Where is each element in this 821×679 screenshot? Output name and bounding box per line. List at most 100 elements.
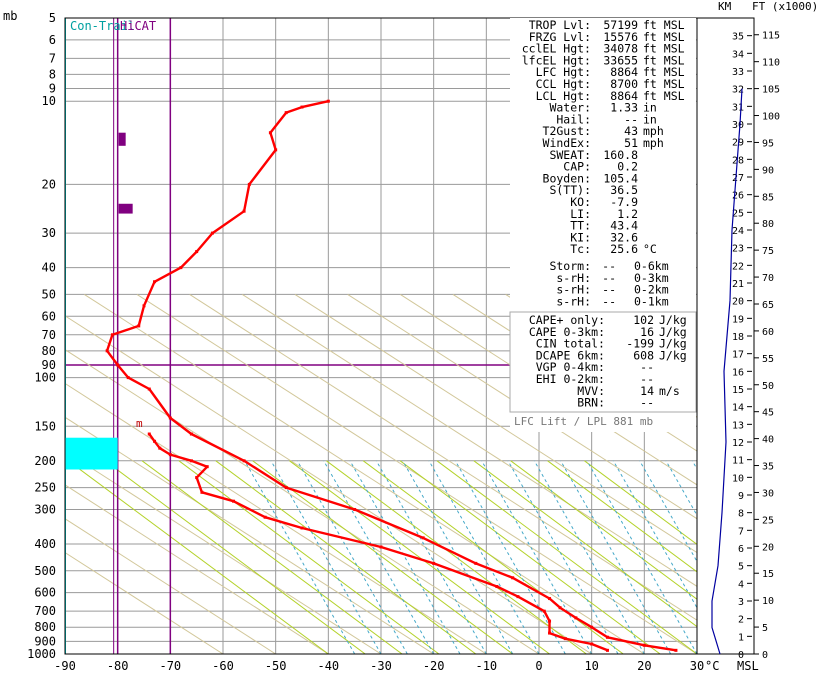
sounding-point [263,515,267,519]
sounding-point [300,105,304,109]
sounding-point [195,476,199,480]
pressure-tick-label: 500 [34,564,56,578]
km-tick-label: 5 [738,562,744,573]
ft-tick-label: 35 [762,462,774,473]
dry-adiabat-line [347,293,697,520]
pressure-tick-label: 900 [34,634,56,648]
sounding-point [548,597,552,601]
hicat-zone-block [118,203,133,214]
energy-label: EHI 0-2km: [536,372,605,386]
dry-adiabat-line [65,349,540,654]
sounding-traces [105,99,678,652]
km-tick-label: 10 [732,473,744,484]
index-label: KI: [570,230,591,244]
moist-adiabat-line [215,460,477,654]
moist-adiabat-line [141,460,403,654]
helicity-value: -- [602,283,616,297]
sounding-point [495,585,499,589]
pressure-tick-label: 800 [34,620,56,634]
km-tick-label: 17 [732,350,744,361]
index-value: 1.2 [617,207,638,221]
mixing-ratio-line [349,460,461,654]
dry-adiabat-line [136,293,697,654]
index-value: -- [624,112,638,126]
sounding-point [153,280,157,284]
index-label: LCL Hgt: [536,89,591,103]
temperature-tick-label: -90 [54,659,76,673]
height-axis-panel [696,17,755,655]
km-tick-label: 18 [732,332,744,343]
index-unit: in [643,101,657,115]
dry-adiabat-line [65,382,487,654]
marker-label: m [136,417,143,430]
pressure-tick-label: 70 [42,328,56,342]
energy-value: -- [640,372,654,386]
pressure-tick-label: 100 [34,371,56,385]
km-tick-label: 32 [732,85,744,96]
sounding-point [179,266,183,270]
helicity-label: s-rH: [556,271,591,285]
temperature-tick-label: 10 [584,659,598,673]
index-value: 160.8 [603,148,638,162]
moist-adiabat-line [584,460,697,546]
energy-list: CAPE+ only: 102 J/kg CAPE 0-3km: 16 J/kg CIN t… [529,313,687,410]
sounding-point [126,376,130,380]
index-label: LFC Hgt: [536,65,591,79]
index-unit: ft MSL [643,42,685,56]
sounding-point [168,453,172,457]
index-unit: ft MSL [643,65,685,79]
moist-adiabat-line [326,460,587,654]
mixing-ratio-line [560,460,672,654]
energy-value: 608 [633,348,654,362]
sounding-point [563,637,567,641]
sounding-point [284,486,288,490]
energy-label: BRN: [577,396,605,410]
km-tick-label: 14 [732,403,744,414]
height-ticks: 0123456789101112131415161718192021222324… [732,18,780,661]
helicity-list: Storm: -- 0-6km s-rH: -- 0-3km s-rH: -- 0-2km s-r… [549,259,668,308]
index-value: 36.5 [610,183,638,197]
index-label: KO: [570,195,591,209]
sounding-point [421,536,425,540]
index-value: 8864 [610,89,638,103]
ft-label: FT (x1000) [752,0,818,13]
dry-adiabat-line [65,450,382,654]
temperature-tick-label: -80 [107,659,129,673]
energy-value: 16 [640,325,654,339]
sounding-point [642,643,646,647]
helicity-label: s-rH: [556,294,591,308]
energy-unit: J/kg [659,325,687,339]
dry-adiabat-line [400,293,697,486]
sounding-point [284,111,288,115]
ft-tick-label: 90 [762,165,774,176]
mixing-ratio-line [481,460,593,654]
km-tick-label: 27 [732,173,744,184]
pressure-tick-label: 600 [34,586,56,600]
index-unit: ft MSL [643,77,685,91]
energy-label: MVV: [577,384,605,398]
sounding-point [147,432,151,436]
temperature-tick-label: -50 [265,659,287,673]
pressure-tick-label: 80 [42,344,56,358]
index-list: TROP Lvl: 57199 ft MSL FRZG Lvl: 15576 ft MSL… [522,18,685,256]
mixing-ratio-line [402,460,514,654]
index-value: 57199 [603,18,638,32]
index-value: 33655 [603,53,638,67]
sounding-point [300,526,304,530]
km-tick-label: 7 [738,526,744,537]
helicity-value: -- [602,259,616,273]
index-label: Boyden: [543,171,591,185]
ft-tick-label: 10 [762,596,774,607]
ft-tick-label: 115 [762,31,780,42]
contrail-label: Con-Trail [70,19,135,33]
moist-adiabat-line [510,460,697,600]
pressure-tick-label: 250 [34,481,56,495]
energy-value: 14 [640,384,654,398]
energy-unit: J/kg [659,348,687,362]
ft-tick-label: 60 [762,327,774,338]
moist-adiabat-line [252,460,513,654]
ft-tick-label: 55 [762,354,774,365]
dry-adiabat-line [65,484,329,654]
index-label: Water: [549,101,591,115]
index-label: cclEL Hgt: [522,42,591,56]
